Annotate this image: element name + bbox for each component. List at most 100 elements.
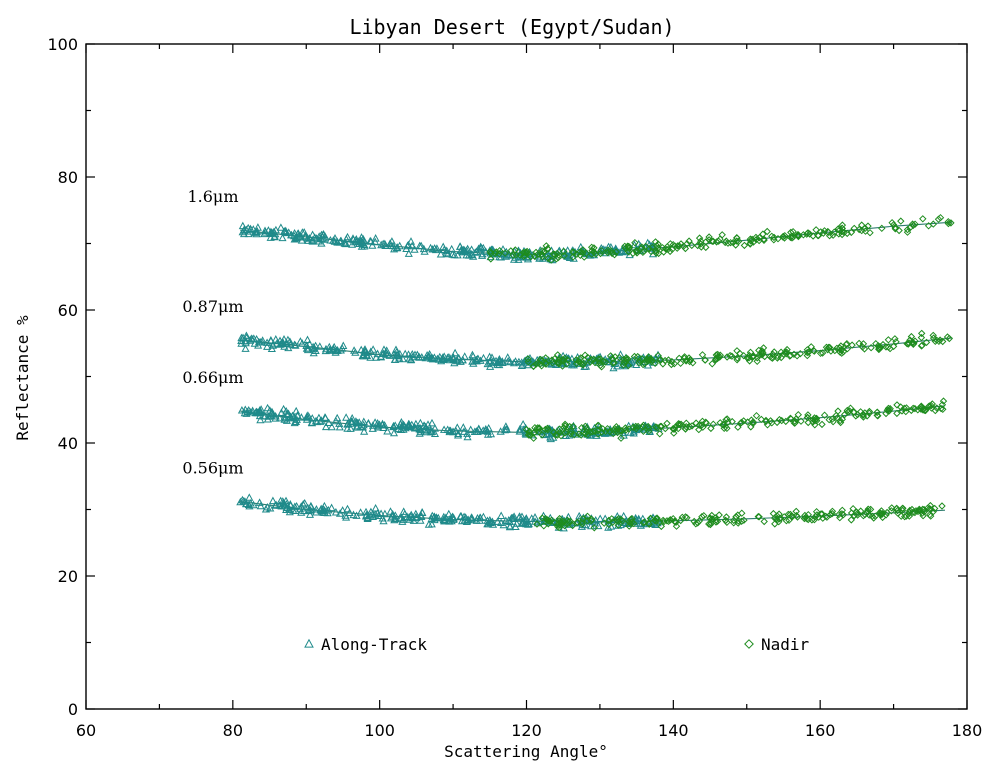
nadir-point xyxy=(663,419,671,428)
nadir-point xyxy=(664,356,673,364)
nadir-point xyxy=(820,227,829,235)
nadir-point xyxy=(712,516,720,524)
nadir-point xyxy=(782,516,791,525)
legend: Along-Track Nadir xyxy=(304,635,810,654)
nadir-point xyxy=(648,356,656,365)
nadir-point xyxy=(676,359,685,368)
fit-lines xyxy=(240,221,953,523)
along-track-point xyxy=(266,335,275,344)
nadir-point xyxy=(573,250,581,258)
along-track-point xyxy=(515,425,524,433)
nadir-point xyxy=(614,515,623,523)
along-track-point xyxy=(426,243,435,252)
nadir-point xyxy=(723,415,731,423)
nadir-point xyxy=(883,406,892,415)
nadir-point xyxy=(560,247,568,256)
nadir-point xyxy=(814,231,823,240)
along-track-point xyxy=(417,241,426,250)
along-track-point xyxy=(305,510,315,518)
nadir-point xyxy=(676,516,685,525)
nadir-point xyxy=(728,417,736,426)
nadir-point xyxy=(782,350,790,358)
nadir-point xyxy=(590,524,599,532)
nadir-point xyxy=(900,512,909,521)
nadir-point xyxy=(580,359,588,368)
nadir-point xyxy=(657,422,666,431)
nadir-point xyxy=(740,516,748,524)
nadir-point xyxy=(670,429,678,437)
along-track-point xyxy=(497,511,506,519)
nadir-point xyxy=(759,230,767,238)
nadir-point xyxy=(843,344,852,353)
nadir-point xyxy=(760,352,769,361)
nadir-point xyxy=(884,343,893,351)
along-track-point xyxy=(359,351,368,360)
along-track-point xyxy=(450,348,460,357)
nadir-point xyxy=(568,521,577,530)
along-track-point xyxy=(439,242,448,251)
nadir-point xyxy=(908,338,916,347)
along-track-point xyxy=(301,232,310,241)
nadir-point xyxy=(737,418,746,427)
nadir-point xyxy=(749,418,757,426)
along-track-point xyxy=(336,236,346,244)
nadir-point xyxy=(805,230,814,238)
along-track-point xyxy=(327,503,336,512)
along-track-point xyxy=(569,359,578,367)
along-track-point xyxy=(303,344,313,352)
along-track-point xyxy=(651,520,660,528)
y-tick-label: 0 xyxy=(68,700,78,719)
nadir-point xyxy=(550,518,558,527)
nadir-point xyxy=(666,240,675,248)
along-track-point xyxy=(434,355,443,363)
y-tick-label: 20 xyxy=(58,567,78,586)
along-track-point xyxy=(447,516,456,525)
nadir-point xyxy=(807,343,815,351)
along-track-point xyxy=(275,501,284,509)
along-track-point xyxy=(421,422,430,431)
along-track-point xyxy=(245,501,254,510)
along-track-point xyxy=(453,250,462,259)
along-track-point xyxy=(476,242,485,250)
nadir-point xyxy=(655,430,664,438)
along-track-point xyxy=(411,419,420,428)
along-track-point xyxy=(456,246,466,254)
nadir-point xyxy=(825,415,833,424)
along-track-point xyxy=(427,519,436,528)
nadir-point xyxy=(849,504,857,513)
nadir-point xyxy=(728,352,736,360)
along-track-point xyxy=(415,353,424,361)
along-track-point xyxy=(241,336,251,345)
nadir-point xyxy=(654,249,663,258)
nadir-point xyxy=(786,233,795,242)
nadir-point xyxy=(933,404,941,412)
along-track-point xyxy=(423,351,432,359)
nadir-point xyxy=(721,516,730,525)
along-track-point xyxy=(296,504,305,512)
nadir-point xyxy=(576,354,585,362)
nadir-point xyxy=(607,515,616,523)
nadir-point xyxy=(558,362,567,370)
along-track-point xyxy=(312,234,321,242)
along-track-point xyxy=(368,421,377,429)
along-track-point xyxy=(540,430,549,439)
nadir-point xyxy=(656,356,664,364)
nadir-point xyxy=(669,424,677,433)
nadir-point xyxy=(657,522,666,531)
nadir-point xyxy=(720,424,728,433)
along-track-point xyxy=(280,227,289,235)
along-track-point xyxy=(463,429,472,437)
along-track-point xyxy=(277,408,286,416)
nadir-point xyxy=(581,351,589,359)
nadir-point xyxy=(768,419,776,427)
along-track-point xyxy=(596,514,605,522)
along-track-point xyxy=(263,342,272,350)
nadir-point xyxy=(814,513,823,521)
along-track-point xyxy=(436,250,445,258)
nadir-point xyxy=(884,336,893,344)
nadir-point xyxy=(755,351,763,359)
nadir-point xyxy=(563,360,571,368)
along-track-point xyxy=(472,356,481,364)
nadir-point xyxy=(893,506,902,515)
nadir-point xyxy=(818,420,826,429)
